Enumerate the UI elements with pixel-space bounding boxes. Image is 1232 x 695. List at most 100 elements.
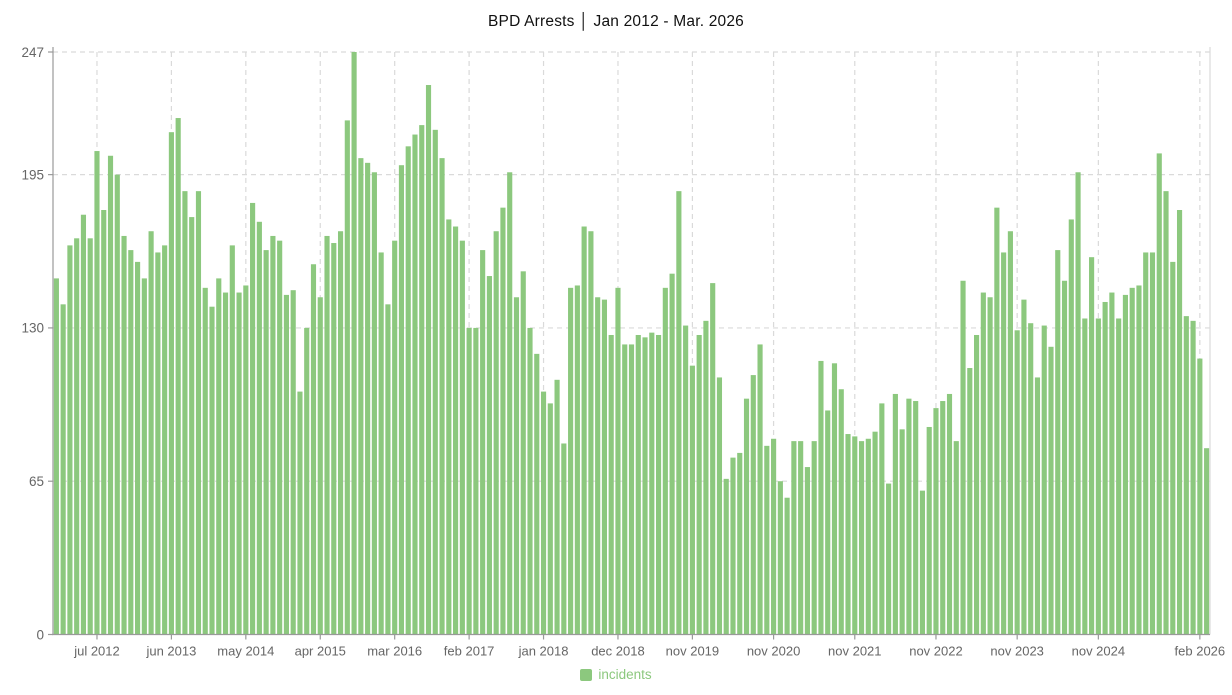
bar[interactable]	[398, 165, 405, 635]
bar[interactable]	[1176, 210, 1183, 635]
bar[interactable]	[568, 287, 574, 635]
bar[interactable]	[473, 327, 479, 635]
bar[interactable]	[838, 389, 844, 635]
bar[interactable]	[256, 221, 262, 635]
bar[interactable]	[1129, 287, 1135, 635]
bar[interactable]	[480, 250, 486, 635]
bar[interactable]	[107, 155, 114, 635]
bar[interactable]	[114, 174, 120, 635]
bar[interactable]	[886, 483, 892, 635]
bar[interactable]	[655, 334, 662, 635]
bar[interactable]	[466, 327, 472, 635]
bar[interactable]	[940, 401, 946, 635]
bar[interactable]	[304, 327, 310, 635]
bar[interactable]	[94, 151, 100, 635]
bar[interactable]	[825, 410, 831, 635]
bar[interactable]	[1001, 252, 1007, 635]
bar[interactable]	[175, 118, 181, 635]
bar[interactable]	[906, 398, 912, 635]
bar[interactable]	[845, 434, 851, 635]
bar[interactable]	[1041, 325, 1047, 635]
bar[interactable]	[683, 325, 689, 635]
bar[interactable]	[703, 320, 709, 635]
bar[interactable]	[879, 403, 885, 635]
bar[interactable]	[1021, 299, 1027, 635]
bar[interactable]	[162, 245, 168, 635]
legend[interactable]: incidents	[0, 667, 1232, 682]
bar[interactable]	[290, 290, 296, 635]
bar[interactable]	[520, 271, 526, 635]
bar[interactable]	[919, 490, 926, 635]
bar[interactable]	[601, 299, 608, 635]
bar[interactable]	[1170, 261, 1176, 635]
bar[interactable]	[642, 337, 648, 635]
bar[interactable]	[358, 158, 364, 635]
bar[interactable]	[1204, 448, 1210, 635]
bar[interactable]	[1007, 231, 1013, 635]
bar[interactable]	[622, 344, 628, 635]
bar[interactable]	[189, 217, 195, 635]
bar[interactable]	[405, 146, 411, 635]
bar[interactable]	[371, 172, 377, 635]
bar[interactable]	[994, 207, 1000, 635]
bar[interactable]	[1089, 257, 1095, 635]
bar[interactable]	[967, 368, 973, 635]
bar[interactable]	[676, 191, 682, 635]
bar[interactable]	[493, 231, 499, 635]
bar[interactable]	[1061, 280, 1068, 635]
bar[interactable]	[141, 278, 147, 635]
bar[interactable]	[425, 85, 432, 635]
bar[interactable]	[53, 278, 59, 635]
bar[interactable]	[1156, 153, 1162, 635]
bar[interactable]	[1095, 318, 1101, 635]
bar[interactable]	[595, 297, 601, 635]
bar[interactable]	[67, 245, 73, 635]
bar[interactable]	[80, 214, 87, 635]
bar[interactable]	[980, 292, 986, 635]
bar[interactable]	[798, 441, 804, 635]
bar[interactable]	[926, 426, 932, 635]
bar[interactable]	[263, 250, 269, 635]
bar[interactable]	[1136, 285, 1142, 635]
bar[interactable]	[216, 278, 222, 635]
bar[interactable]	[270, 235, 276, 635]
bar[interactable]	[202, 287, 208, 635]
bar[interactable]	[865, 438, 871, 635]
bar[interactable]	[1068, 219, 1074, 635]
bar[interactable]	[608, 334, 614, 635]
bar[interactable]	[946, 393, 953, 635]
bar[interactable]	[649, 332, 655, 635]
bar[interactable]	[764, 445, 770, 635]
bar[interactable]	[60, 304, 66, 635]
bar[interactable]	[513, 297, 520, 635]
bar[interactable]	[1149, 252, 1156, 635]
bar[interactable]	[784, 497, 790, 635]
bar[interactable]	[1055, 250, 1061, 635]
bar[interactable]	[831, 363, 838, 635]
bar[interactable]	[87, 238, 93, 635]
bar[interactable]	[987, 297, 993, 635]
bar[interactable]	[534, 353, 540, 635]
bar[interactable]	[588, 231, 594, 635]
bar[interactable]	[933, 408, 939, 635]
bar[interactable]	[892, 393, 898, 635]
bar[interactable]	[1034, 377, 1041, 635]
bar[interactable]	[662, 287, 668, 635]
bar[interactable]	[811, 441, 817, 635]
bar[interactable]	[1116, 318, 1122, 635]
bar[interactable]	[669, 273, 675, 635]
bar[interactable]	[500, 207, 506, 635]
bar[interactable]	[446, 219, 452, 635]
bar[interactable]	[297, 391, 303, 635]
bar[interactable]	[148, 231, 154, 635]
bar[interactable]	[378, 252, 384, 635]
bar[interactable]	[527, 327, 533, 635]
bar[interactable]	[791, 441, 797, 635]
bar[interactable]	[574, 285, 580, 635]
bar[interactable]	[913, 401, 919, 635]
bar[interactable]	[547, 403, 553, 635]
bar[interactable]	[324, 235, 330, 635]
bar[interactable]	[554, 379, 560, 635]
bar[interactable]	[412, 134, 418, 635]
bar[interactable]	[804, 467, 810, 635]
